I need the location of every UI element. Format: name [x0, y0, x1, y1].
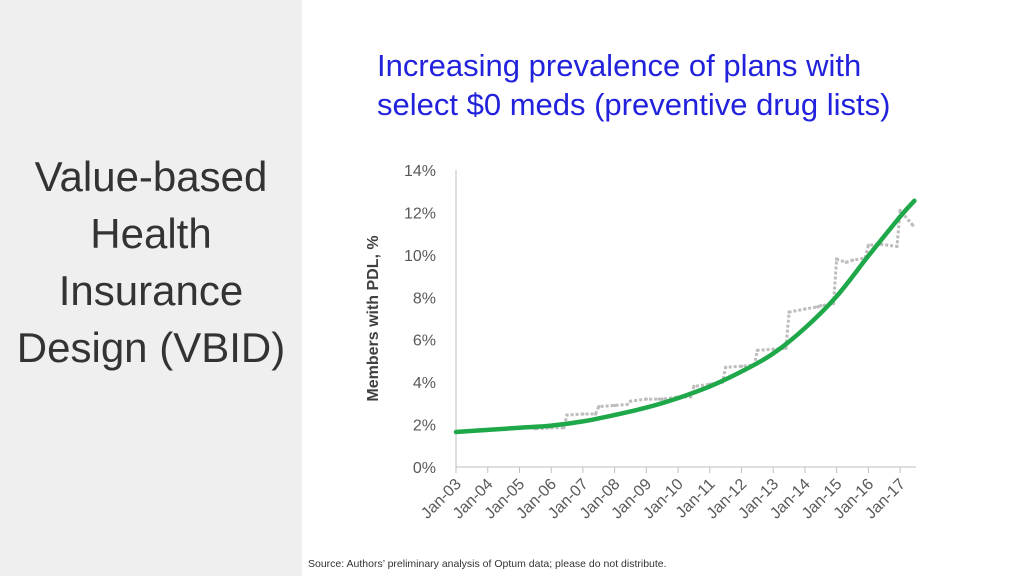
observed-point — [739, 364, 744, 368]
slide-title-line: Health — [90, 210, 212, 257]
slide-title-line: Insurance — [58, 267, 244, 314]
slide-title-line: Design (VBID) — [16, 324, 286, 371]
y-tick-label: 4% — [413, 375, 436, 392]
observed-series-line — [455, 206, 914, 434]
observed-point — [565, 413, 569, 417]
y-tick-label: 10% — [404, 248, 436, 265]
observed-point — [628, 399, 633, 403]
observed-point — [911, 223, 915, 227]
observed-point — [787, 310, 791, 314]
observed-point — [644, 397, 648, 401]
observed-point — [771, 347, 775, 351]
observed-point — [866, 243, 871, 247]
observed-point — [724, 365, 728, 369]
observed-point — [692, 384, 696, 388]
observed-point — [819, 304, 823, 308]
left-panel — [0, 0, 302, 576]
y-tick-label: 2% — [413, 418, 436, 435]
observed-point — [844, 260, 848, 264]
observed-point — [755, 348, 759, 352]
observed-point — [660, 397, 664, 401]
observed-point — [803, 307, 807, 311]
source-note: Source: Authors’ preliminary analysis of… — [308, 558, 667, 570]
y-tick-label: 0% — [413, 460, 436, 477]
chart-title-line: select $0 meds (preventive drug lists) — [377, 87, 891, 122]
observed-point — [895, 244, 899, 248]
observed-point — [816, 305, 820, 309]
observed-point — [581, 412, 585, 416]
observed-point — [613, 403, 617, 408]
observed-point — [657, 397, 661, 401]
observed-point — [625, 402, 629, 407]
y-tick-label: 6% — [413, 333, 436, 350]
observed-point — [562, 426, 566, 430]
line-chart: 0%2%4%6%8%10%12%14%Jan-03Jan-04Jan-05Jan… — [365, 163, 917, 522]
observed-point — [835, 257, 839, 261]
slide-title: Value-based Health Insurance Design (VBI… — [0, 148, 302, 376]
y-tick-label: 14% — [404, 163, 436, 180]
observed-point — [593, 412, 598, 416]
y-tick-label: 8% — [413, 290, 436, 307]
observed-point — [850, 258, 855, 262]
y-tick-label: 12% — [404, 205, 436, 222]
slide-title-line: Value-based — [34, 153, 268, 200]
chart-title-line: Increasing prevalence of plans with — [377, 48, 862, 83]
trend-series-line — [453, 198, 917, 435]
y-axis-title: Members with PDL, % — [365, 235, 382, 401]
observed-point — [898, 208, 902, 212]
chart-title: Increasing prevalence of plans with sele… — [377, 46, 977, 124]
observed-point — [597, 404, 601, 409]
